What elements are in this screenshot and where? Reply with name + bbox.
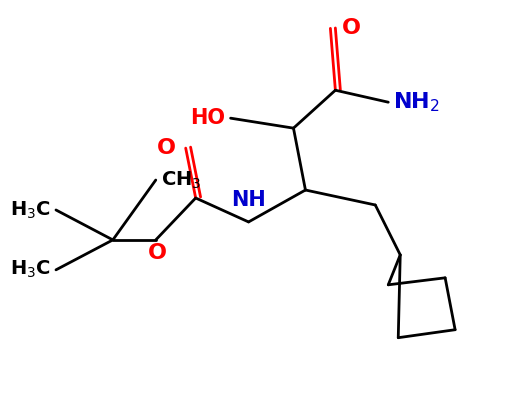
Text: H$_3$C: H$_3$C (10, 259, 51, 281)
Text: O: O (157, 138, 176, 158)
Text: O: O (343, 18, 361, 39)
Text: H$_3$C: H$_3$C (10, 199, 51, 220)
Text: O: O (148, 243, 167, 263)
Text: HO: HO (190, 108, 226, 128)
Text: NH: NH (231, 190, 266, 210)
Text: NH$_2$: NH$_2$ (393, 90, 440, 114)
Text: CH$_3$: CH$_3$ (161, 169, 201, 191)
